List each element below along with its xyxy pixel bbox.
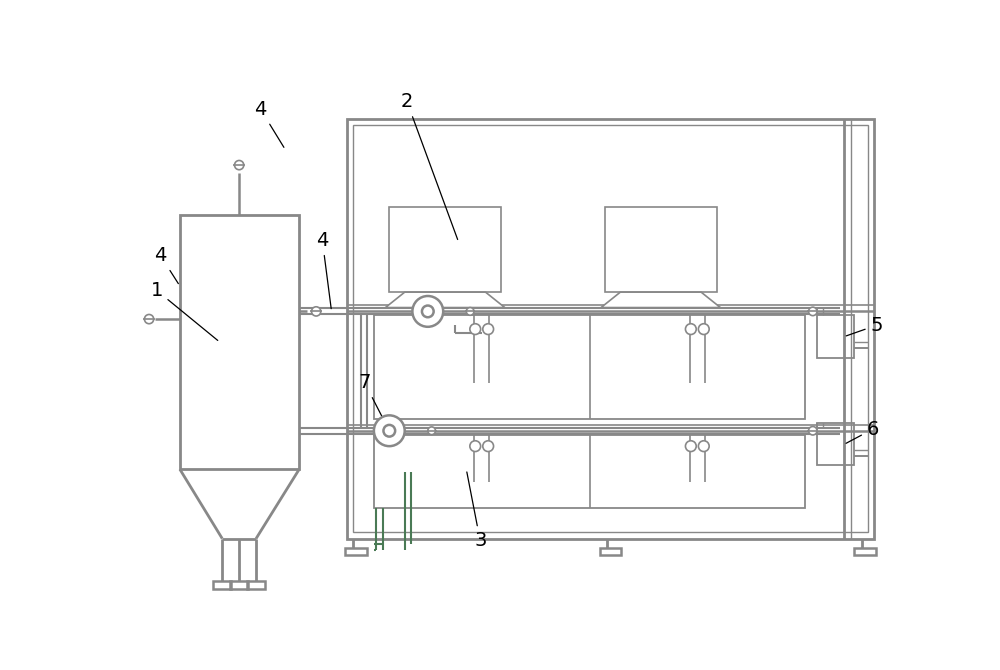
Circle shape — [470, 441, 481, 452]
Bar — [374, 316, 805, 419]
Bar — [247, 581, 265, 589]
Polygon shape — [385, 292, 505, 308]
Bar — [817, 423, 854, 466]
Bar — [817, 316, 854, 358]
Circle shape — [685, 441, 696, 452]
Polygon shape — [601, 292, 720, 308]
Circle shape — [374, 415, 405, 446]
Text: 3: 3 — [467, 472, 486, 550]
Bar — [600, 548, 621, 555]
Circle shape — [685, 324, 696, 334]
Circle shape — [698, 324, 709, 334]
Bar — [374, 435, 805, 508]
Circle shape — [698, 441, 709, 452]
Text: 6: 6 — [846, 419, 879, 444]
Circle shape — [470, 324, 481, 334]
Bar — [230, 581, 248, 589]
Circle shape — [483, 441, 494, 452]
Circle shape — [383, 425, 395, 437]
Text: 4: 4 — [154, 247, 178, 283]
Text: 1: 1 — [151, 281, 218, 340]
Bar — [180, 215, 299, 469]
Bar — [345, 548, 367, 555]
Circle shape — [466, 308, 474, 316]
Circle shape — [144, 314, 154, 324]
Circle shape — [312, 307, 321, 316]
Circle shape — [809, 307, 817, 316]
Text: 4: 4 — [316, 231, 331, 309]
Bar — [389, 208, 501, 292]
Circle shape — [422, 306, 434, 318]
Circle shape — [428, 427, 436, 435]
Circle shape — [412, 296, 443, 327]
Text: 5: 5 — [846, 316, 883, 336]
Bar — [347, 119, 874, 539]
Circle shape — [483, 324, 494, 334]
Circle shape — [809, 427, 817, 435]
Circle shape — [235, 161, 244, 170]
Text: 2: 2 — [401, 92, 458, 239]
Bar — [854, 548, 876, 555]
Bar — [213, 581, 231, 589]
Bar — [353, 125, 868, 533]
Text: 7: 7 — [358, 373, 388, 428]
Text: 4: 4 — [255, 100, 284, 147]
Bar — [605, 208, 717, 292]
